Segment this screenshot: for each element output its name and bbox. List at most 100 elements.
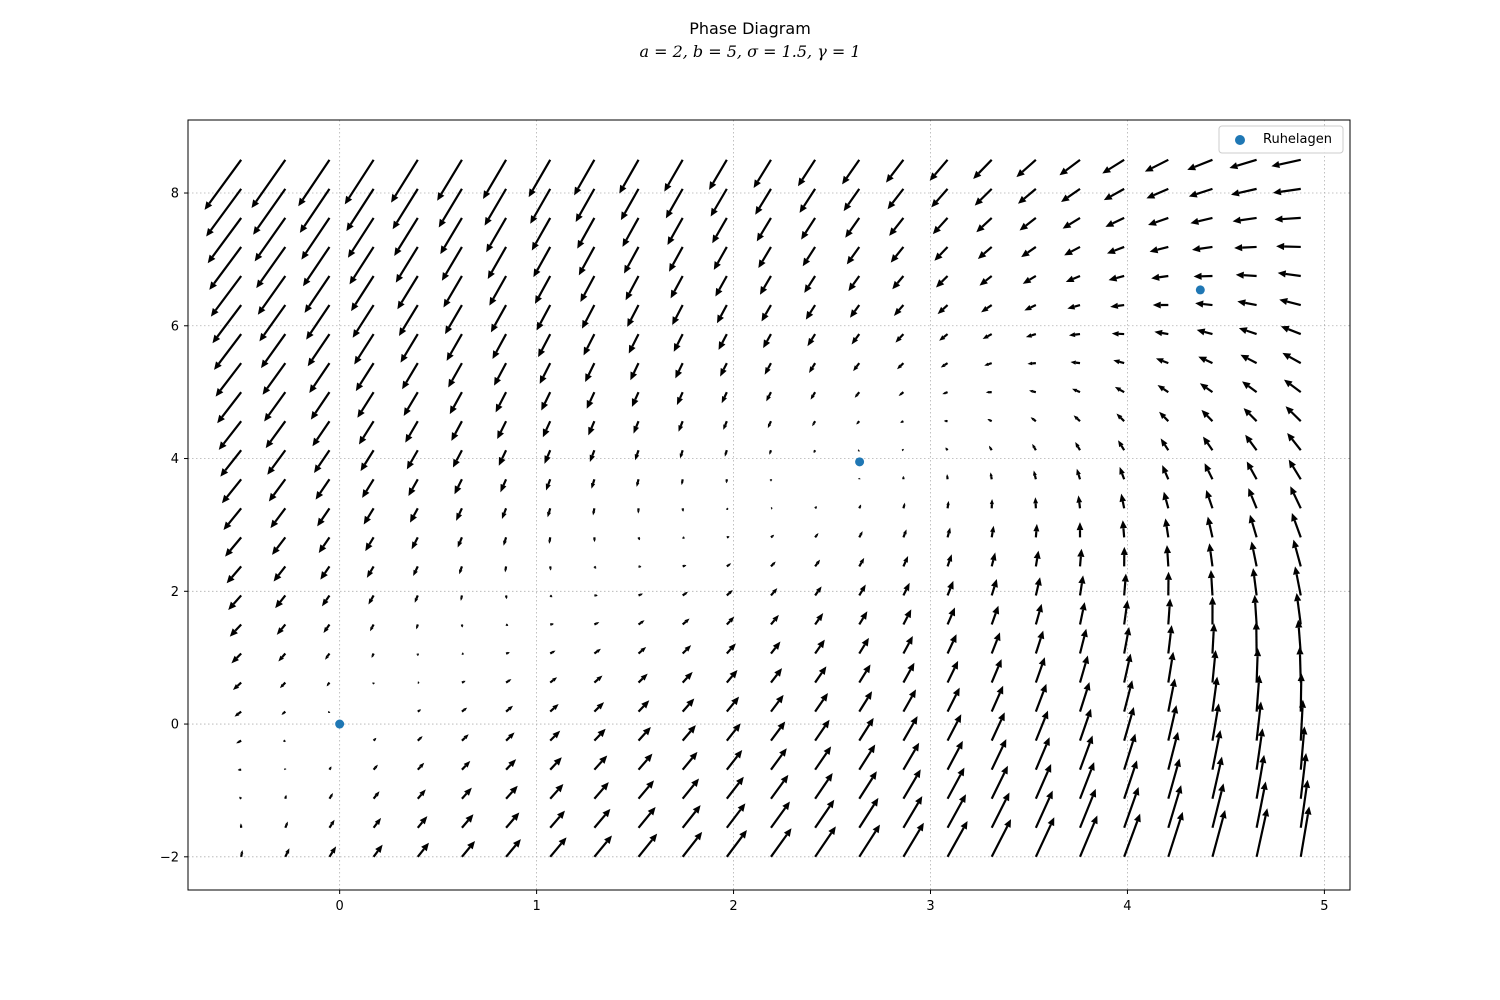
- arrow-head: [1187, 163, 1197, 171]
- vector-arrow: [1123, 760, 1138, 800]
- arrow-shaft: [946, 560, 951, 567]
- arrow-shaft: [498, 391, 508, 406]
- arrow-head: [646, 780, 655, 789]
- vector-arrow: [622, 217, 640, 247]
- arrow-head: [1188, 190, 1198, 198]
- arrow-head: [365, 542, 373, 552]
- arrow-head: [684, 671, 693, 680]
- arrow-shaft: [1290, 411, 1302, 422]
- arrow-head: [1302, 779, 1311, 789]
- arrow-head: [947, 580, 954, 590]
- vector-arrow: [492, 333, 508, 359]
- arrow-head: [640, 593, 643, 596]
- arrow-head: [443, 298, 451, 308]
- arrow-head: [1017, 195, 1027, 204]
- arrow-head: [357, 409, 365, 418]
- arrow-head: [1064, 248, 1073, 256]
- arrow-shaft: [238, 739, 242, 743]
- arrow-shaft: [1255, 815, 1267, 858]
- vector-arrow: [460, 595, 464, 601]
- arrow-head: [1025, 333, 1033, 338]
- vector-arrow: [672, 304, 684, 326]
- arrow-head: [628, 344, 636, 354]
- plot-area-frame: [187, 119, 1351, 891]
- arrow-shaft: [549, 815, 561, 829]
- legend: Ruhelagen: [1218, 125, 1344, 154]
- arrow-shaft: [637, 621, 642, 626]
- vector-arrow: [1206, 543, 1214, 567]
- vector-arrow: [351, 275, 375, 312]
- arrow-head: [1073, 415, 1079, 420]
- arrow-head: [1119, 493, 1127, 503]
- arrow-head: [549, 568, 552, 571]
- arrow-shaft: [725, 648, 732, 655]
- y-tick-label: 4: [171, 452, 179, 467]
- arrow-shaft: [1288, 355, 1302, 365]
- vector-arrow: [902, 742, 920, 771]
- arrow-head: [1159, 411, 1167, 419]
- arrow-head: [1131, 760, 1138, 770]
- vector-arrow: [939, 333, 949, 341]
- arrow-head: [797, 177, 806, 187]
- arrow-shaft: [1078, 583, 1083, 596]
- vector-arrow: [814, 559, 821, 568]
- vector-arrow: [267, 449, 287, 475]
- arrow-head: [755, 206, 763, 215]
- arrow-shaft: [446, 275, 463, 302]
- arrow-shaft: [635, 449, 640, 456]
- vector-arrow: [1078, 788, 1097, 829]
- arrow-shaft: [985, 275, 993, 282]
- arrow-head: [1160, 438, 1168, 447]
- arrow-head: [1168, 651, 1176, 661]
- arrow-shaft: [1110, 187, 1125, 198]
- arrow-shaft: [352, 246, 375, 279]
- arrow-shaft: [486, 159, 508, 193]
- vector-arrow: [1078, 735, 1094, 771]
- arrow-shaft: [1296, 600, 1302, 625]
- arrow-head: [1154, 329, 1163, 337]
- arrow-shaft: [327, 681, 331, 685]
- arrow-head: [854, 393, 859, 398]
- arrow-head: [534, 295, 542, 304]
- arrow-shaft: [989, 447, 993, 451]
- arrow-head: [915, 796, 923, 805]
- arrow-shaft: [586, 333, 596, 349]
- vector-arrow: [539, 362, 552, 384]
- arrow-shaft: [461, 846, 471, 858]
- arrow-head: [991, 579, 998, 588]
- vector-arrow: [982, 333, 993, 339]
- arrow-shaft: [1207, 497, 1214, 509]
- arrow-head: [913, 769, 921, 779]
- arrow-head: [445, 325, 453, 335]
- arrow-head: [596, 702, 605, 710]
- arrow-shaft: [770, 535, 774, 539]
- arrow-head: [1033, 550, 1041, 560]
- arrow-shaft: [990, 639, 999, 654]
- arrow-shaft: [899, 362, 905, 367]
- vector-arrow: [500, 478, 508, 493]
- vector-arrow: [454, 478, 463, 495]
- arrow-head: [578, 266, 586, 276]
- arrow-shaft: [990, 666, 1000, 683]
- vector-arrow: [1027, 361, 1036, 366]
- vector-arrow: [460, 624, 464, 628]
- arrow-head: [907, 662, 915, 672]
- arrow-head: [1144, 164, 1154, 172]
- vector-arrow: [1123, 626, 1132, 654]
- arrow-head: [908, 689, 916, 699]
- vector-arrow: [495, 391, 508, 413]
- vector-arrow: [710, 188, 728, 217]
- vector-arrow: [406, 449, 419, 470]
- arrow-shaft: [365, 478, 375, 492]
- arrow-head: [756, 232, 765, 242]
- arrow-head: [489, 296, 497, 306]
- arrow-shaft: [1158, 274, 1169, 279]
- arrow-shaft: [1033, 446, 1037, 451]
- arrow-shaft: [461, 736, 466, 742]
- vector-arrow: [901, 448, 904, 452]
- arrow-head: [419, 816, 428, 825]
- vector-arrow: [1232, 216, 1257, 224]
- vector-arrow: [637, 673, 648, 684]
- vector-arrow: [681, 671, 693, 684]
- vector-arrow: [1076, 468, 1082, 480]
